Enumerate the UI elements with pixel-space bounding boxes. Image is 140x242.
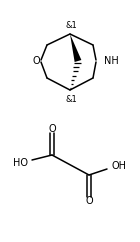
Text: HO: HO bbox=[12, 158, 27, 168]
Text: OH: OH bbox=[111, 161, 127, 171]
Polygon shape bbox=[70, 34, 81, 62]
Text: O: O bbox=[48, 124, 56, 134]
Text: &1: &1 bbox=[65, 21, 77, 30]
Text: &1: &1 bbox=[65, 94, 77, 104]
Text: NH: NH bbox=[104, 56, 119, 66]
Text: O: O bbox=[32, 56, 40, 66]
Text: O: O bbox=[85, 196, 93, 206]
